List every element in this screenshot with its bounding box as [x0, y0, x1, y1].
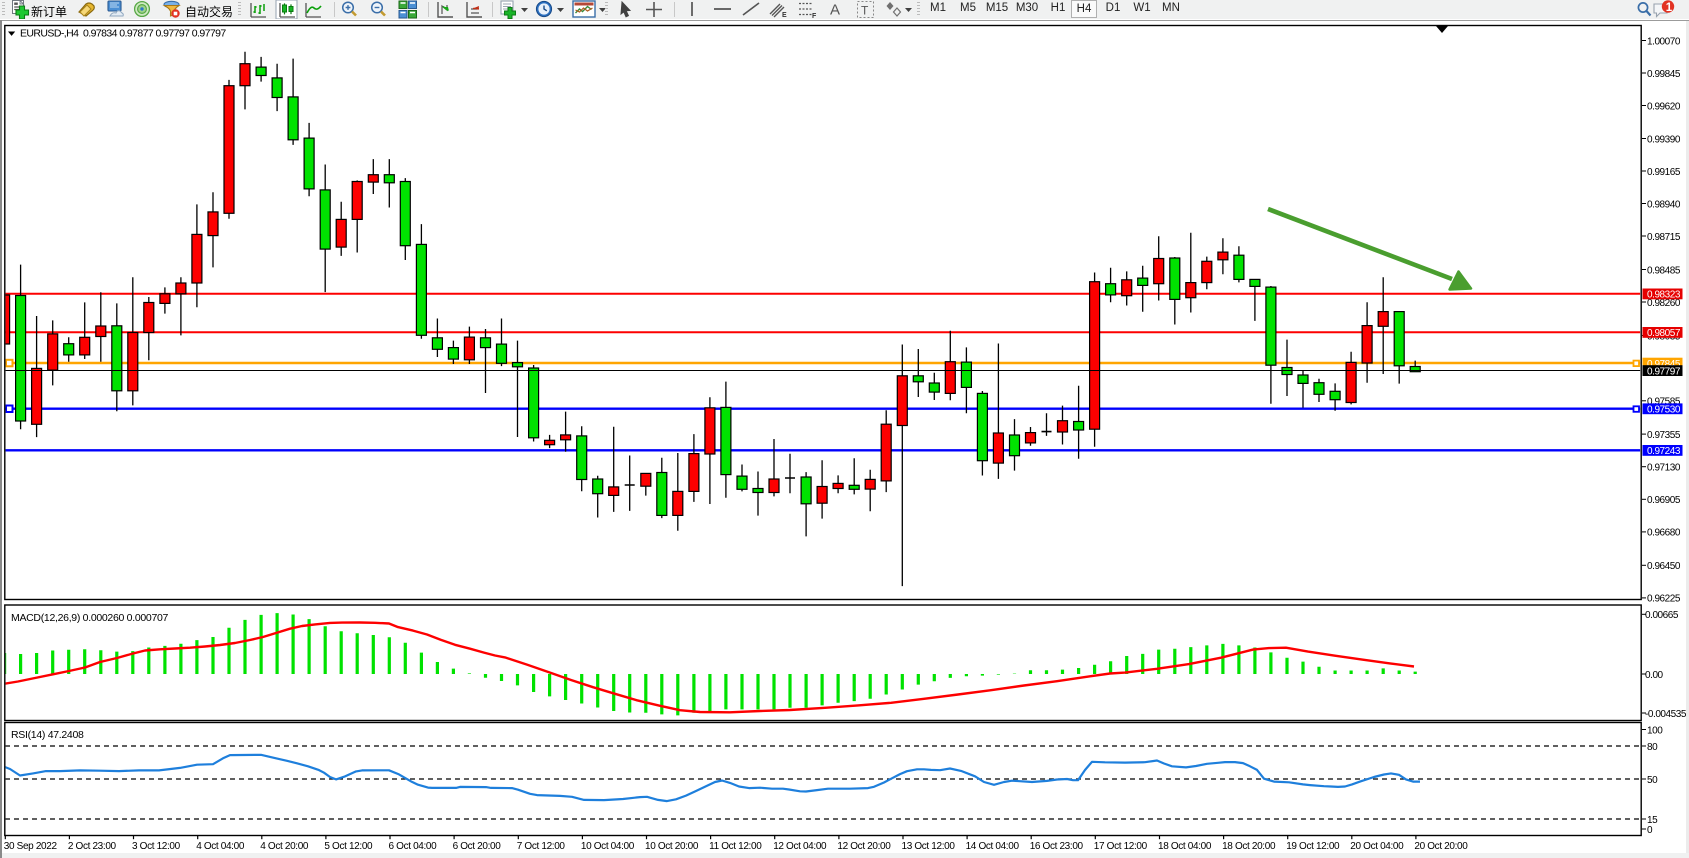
svg-text:50: 50: [1647, 775, 1658, 786]
svg-text:3 Oct 12:00: 3 Oct 12:00: [132, 841, 181, 852]
svg-text:1: 1: [1666, 2, 1673, 14]
svg-text:0.98260: 0.98260: [1647, 298, 1681, 309]
svg-text:6 Oct 20:00: 6 Oct 20:00: [453, 841, 502, 852]
svg-text:0.98057: 0.98057: [1647, 328, 1681, 339]
svg-text:0.97355: 0.97355: [1647, 430, 1681, 441]
svg-text:13 Oct 12:00: 13 Oct 12:00: [902, 841, 956, 852]
svg-text:4 Oct 04:00: 4 Oct 04:00: [196, 841, 245, 852]
svg-text:11 Oct 12:00: 11 Oct 12:00: [709, 841, 762, 852]
svg-text:12 Oct 04:00: 12 Oct 04:00: [773, 841, 827, 852]
svg-text:2 Oct 23:00: 2 Oct 23:00: [68, 841, 117, 852]
svg-text:0.00665: 0.00665: [1645, 610, 1679, 621]
svg-text:0.97797: 0.97797: [1647, 366, 1681, 377]
svg-text:0.96450: 0.96450: [1647, 561, 1681, 572]
svg-text:12 Oct 20:00: 12 Oct 20:00: [837, 841, 891, 852]
svg-text:0.98485: 0.98485: [1647, 265, 1681, 276]
svg-text:80: 80: [1647, 742, 1658, 753]
svg-text:17 Oct 12:00: 17 Oct 12:00: [1094, 841, 1148, 852]
svg-text:0.97243: 0.97243: [1647, 446, 1681, 457]
svg-text:4 Oct 20:00: 4 Oct 20:00: [260, 841, 309, 852]
svg-text:0.98715: 0.98715: [1647, 232, 1681, 243]
svg-text:20 Oct 04:00: 20 Oct 04:00: [1350, 841, 1404, 852]
svg-text:0.99390: 0.99390: [1647, 134, 1681, 145]
svg-text:T: T: [861, 4, 869, 18]
svg-text:19 Oct 12:00: 19 Oct 12:00: [1286, 841, 1340, 852]
svg-text:0.98323: 0.98323: [1647, 290, 1681, 301]
svg-text:0: 0: [1647, 825, 1653, 836]
svg-text:0.97845: 0.97845: [1647, 359, 1681, 370]
svg-text:18 Oct 20:00: 18 Oct 20:00: [1222, 841, 1276, 852]
svg-text:0.00: 0.00: [1645, 670, 1664, 681]
svg-text:EURUSD-,H4 0.97834 0.97877 0.: EURUSD-,H4 0.97834 0.97877 0.97797 0.977…: [20, 28, 226, 40]
svg-text:0.96225: 0.96225: [1647, 594, 1681, 605]
svg-text:F: F: [812, 13, 817, 19]
svg-text:0.99165: 0.99165: [1647, 167, 1681, 178]
svg-text:0.97530: 0.97530: [1647, 405, 1681, 416]
svg-text:14 Oct 04:00: 14 Oct 04:00: [966, 841, 1020, 852]
svg-text:15: 15: [1647, 815, 1658, 826]
svg-text:6 Oct 04:00: 6 Oct 04:00: [389, 841, 438, 852]
svg-text:RSI(14) 47.2408: RSI(14) 47.2408: [11, 729, 84, 741]
svg-text:E: E: [782, 12, 787, 19]
svg-text:0.97130: 0.97130: [1647, 463, 1681, 474]
svg-text:5 Oct 12:00: 5 Oct 12:00: [324, 841, 373, 852]
svg-text:10 Oct 20:00: 10 Oct 20:00: [645, 841, 699, 852]
svg-text:20 Oct 20:00: 20 Oct 20:00: [1414, 841, 1468, 852]
svg-text:0.96680: 0.96680: [1647, 528, 1681, 539]
svg-text:7 Oct 12:00: 7 Oct 12:00: [517, 841, 566, 852]
svg-text:1.00070: 1.00070: [1647, 36, 1681, 47]
svg-text:0.99620: 0.99620: [1647, 101, 1681, 112]
svg-text:MACD(12,26,9) 0.000260 0.00070: MACD(12,26,9) 0.000260 0.000707: [11, 612, 169, 624]
svg-text:30 Sep 2022: 30 Sep 2022: [4, 841, 58, 852]
svg-text:16 Oct 23:00: 16 Oct 23:00: [1030, 841, 1084, 852]
svg-text:0.96905: 0.96905: [1647, 495, 1681, 506]
svg-text:0.99845: 0.99845: [1647, 69, 1681, 80]
svg-text:-0.004535: -0.004535: [1645, 709, 1687, 720]
svg-text:18 Oct 04:00: 18 Oct 04:00: [1158, 841, 1212, 852]
svg-text:0.98940: 0.98940: [1647, 199, 1681, 210]
svg-text:100: 100: [1647, 725, 1663, 736]
svg-text:10 Oct 04:00: 10 Oct 04:00: [581, 841, 635, 852]
svg-text:A: A: [830, 2, 840, 19]
svg-text:0.97585: 0.97585: [1647, 397, 1681, 408]
